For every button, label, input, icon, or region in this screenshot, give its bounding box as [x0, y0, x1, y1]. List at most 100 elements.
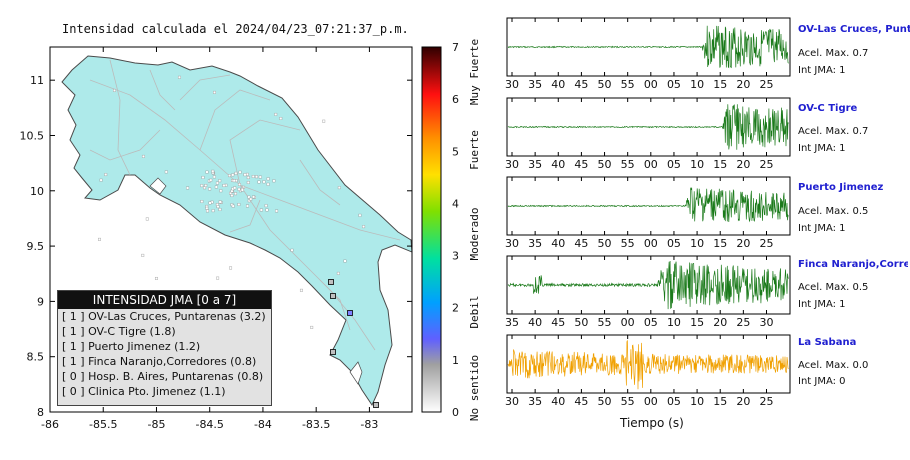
station-jma-2: Int JMA: 1: [798, 143, 846, 154]
town-marker: [238, 170, 242, 174]
waveform-tick-label: 50: [598, 78, 612, 91]
waveform-tick-label: 45: [551, 316, 565, 329]
costa-rica-landmass: [61, 55, 412, 407]
waveform-tick-label: 25: [759, 78, 773, 91]
waveform-tick-label: 45: [574, 395, 588, 408]
map-y-tick-label: 10: [30, 185, 44, 198]
waveform-tick-label: 05: [667, 158, 681, 171]
town-marker: [259, 208, 263, 212]
station-acc-3: Acel. Max. 0.5: [798, 206, 869, 217]
town-marker: [211, 209, 215, 213]
waveform-tick-label: 40: [551, 237, 565, 250]
waveform-tick-label: 20: [736, 158, 750, 171]
legend-row: [ 1 ] OV-C Tigre (1.8): [62, 325, 176, 338]
waveform-tick-label: 15: [690, 316, 704, 329]
town-marker: [206, 209, 209, 213]
town-marker: [322, 119, 326, 123]
town-marker: [243, 173, 247, 177]
colorbar-category-label: Debil: [468, 295, 481, 328]
colorbar-tick-label: 4: [452, 197, 459, 210]
town-marker: [99, 178, 103, 182]
station-name-3: Puerto Jimenez: [798, 182, 884, 193]
town-marker: [113, 88, 116, 92]
waveform-tick-label: 15: [713, 158, 727, 171]
town-marker: [145, 217, 149, 221]
town-marker: [233, 186, 237, 190]
waveform-tick-label: 35: [528, 158, 542, 171]
town-marker: [358, 213, 362, 217]
town-marker: [219, 189, 223, 193]
station-marker: [328, 279, 334, 285]
town-marker: [141, 253, 145, 257]
waveform-tick-label: 15: [713, 78, 727, 91]
road-network: [89, 59, 401, 351]
waveform-tick-label: 50: [574, 316, 588, 329]
town-marker: [104, 173, 108, 177]
colorbar-tick-label: 2: [452, 302, 459, 315]
legend-title: INTENSIDAD JMA [0 a 7]: [58, 291, 271, 309]
town-marker: [141, 154, 145, 158]
waveform-tick-label: 00: [644, 395, 658, 408]
town-marker: [211, 169, 215, 173]
waveform-tick-label: 35: [528, 78, 542, 91]
waveform-tick-label: 55: [621, 158, 635, 171]
waveform-panel: 30 35 40 45 50 55 00 05 10 15 20 25: [505, 176, 791, 250]
map-x-tick-label: -86: [41, 418, 59, 431]
town-marker: [205, 206, 209, 210]
town-marker: [209, 178, 213, 182]
waveform-tick-label: 50: [598, 395, 612, 408]
town-marker: [246, 181, 250, 184]
waveform-tick-label: 20: [713, 316, 727, 329]
town-marker: [255, 175, 259, 179]
town-marker: [336, 271, 340, 275]
waveform-tick-label: 30: [505, 395, 519, 408]
waveform-panel: 30 35 40 45 50 55 00 05 10 15 20 25: [505, 97, 791, 171]
colorbar-tick-label: 1: [452, 354, 459, 367]
waveform-tick-label: 40: [551, 158, 565, 171]
map-x-tick-label: -83.5: [302, 418, 330, 431]
waveform-tick-label: 55: [621, 395, 635, 408]
town-marker: [200, 200, 204, 203]
colorbar-tick-label: 7: [452, 41, 459, 54]
station-jma-3: Int JMA: 1: [798, 223, 846, 234]
town-marker: [215, 203, 219, 206]
colorbar: 0 1 2 3 4 5 6 7 No sentido Debil Moderado Fuerte Mu…: [421, 39, 481, 421]
map-y-tick-label: 9: [37, 295, 44, 308]
legend-row: [ 0 ] Clinica Pto. Jimenez (1.1): [62, 385, 226, 398]
town-marker: [274, 112, 278, 116]
town-marker: [208, 187, 212, 191]
waveform-tick-label: 55: [598, 316, 612, 329]
waveform-tick-label: 40: [528, 316, 542, 329]
town-marker: [299, 288, 303, 292]
waveform-tick-label: 10: [667, 316, 681, 329]
time-axis-label: Tiempo (s): [620, 416, 684, 430]
legend-row: [ 1 ] OV-Las Cruces, Puntarenas (3.2): [62, 310, 266, 323]
waveform-tick-label: 55: [621, 237, 635, 250]
waveform-tick-label: 00: [644, 78, 658, 91]
station-marker: [330, 293, 336, 299]
waveform-panel: 30 35 40 45 50 55 00 05 10 15 20 25: [505, 334, 791, 408]
waveform-tick-label: 10: [690, 395, 704, 408]
waveform-tick-label: 15: [713, 395, 727, 408]
map-x-tick-label: -83: [360, 418, 378, 431]
town-marker: [229, 266, 233, 270]
map-title: Intensidad calculada el 2024/04/23_07:21…: [62, 22, 409, 36]
town-marker: [213, 90, 216, 94]
waveform-tick-label: 00: [621, 316, 635, 329]
town-marker: [266, 177, 270, 181]
waveform-series: [507, 260, 789, 310]
town-marker: [232, 179, 236, 183]
waveform-tick-label: 05: [667, 78, 681, 91]
town-marker: [246, 176, 250, 180]
station-marker: [347, 310, 353, 316]
station-name-5: La Sabana: [798, 337, 857, 348]
waveform-tick-label: 50: [598, 237, 612, 250]
colorbar-category-label: Moderado: [468, 208, 481, 261]
station-acc-2: Acel. Max. 0.7: [798, 126, 869, 137]
town-marker: [228, 174, 231, 178]
waveform-tick-label: 35: [505, 316, 519, 329]
waveform-tick-label: 30: [505, 158, 519, 171]
waveform-tick-label: 30: [505, 78, 519, 91]
town-marker: [237, 187, 241, 191]
